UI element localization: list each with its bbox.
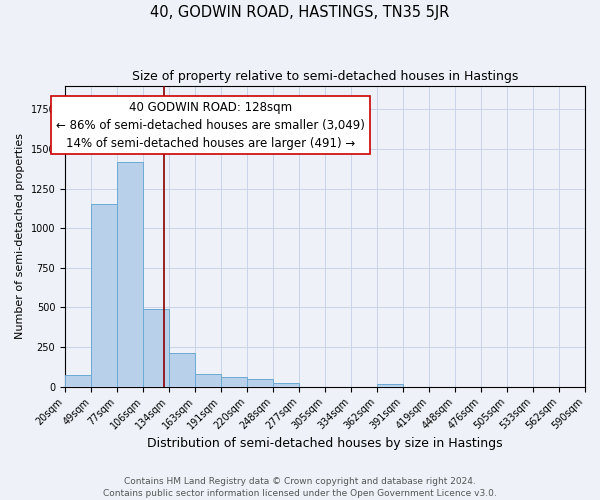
Bar bbox=[273, 383, 299, 386]
Bar bbox=[247, 379, 273, 386]
Bar bbox=[65, 375, 91, 386]
Bar bbox=[143, 309, 169, 386]
Bar bbox=[117, 162, 143, 386]
Text: 40, GODWIN ROAD, HASTINGS, TN35 5JR: 40, GODWIN ROAD, HASTINGS, TN35 5JR bbox=[151, 5, 449, 20]
Bar bbox=[91, 204, 117, 386]
Text: Contains HM Land Registry data © Crown copyright and database right 2024.
Contai: Contains HM Land Registry data © Crown c… bbox=[103, 476, 497, 498]
Text: 40 GODWIN ROAD: 128sqm
← 86% of semi-detached houses are smaller (3,049)
14% of : 40 GODWIN ROAD: 128sqm ← 86% of semi-det… bbox=[56, 100, 365, 150]
Bar bbox=[196, 374, 221, 386]
Bar bbox=[221, 376, 247, 386]
Title: Size of property relative to semi-detached houses in Hastings: Size of property relative to semi-detach… bbox=[132, 70, 518, 83]
Bar bbox=[169, 352, 196, 386]
Y-axis label: Number of semi-detached properties: Number of semi-detached properties bbox=[15, 133, 25, 339]
Bar bbox=[377, 384, 403, 386]
X-axis label: Distribution of semi-detached houses by size in Hastings: Distribution of semi-detached houses by … bbox=[147, 437, 503, 450]
